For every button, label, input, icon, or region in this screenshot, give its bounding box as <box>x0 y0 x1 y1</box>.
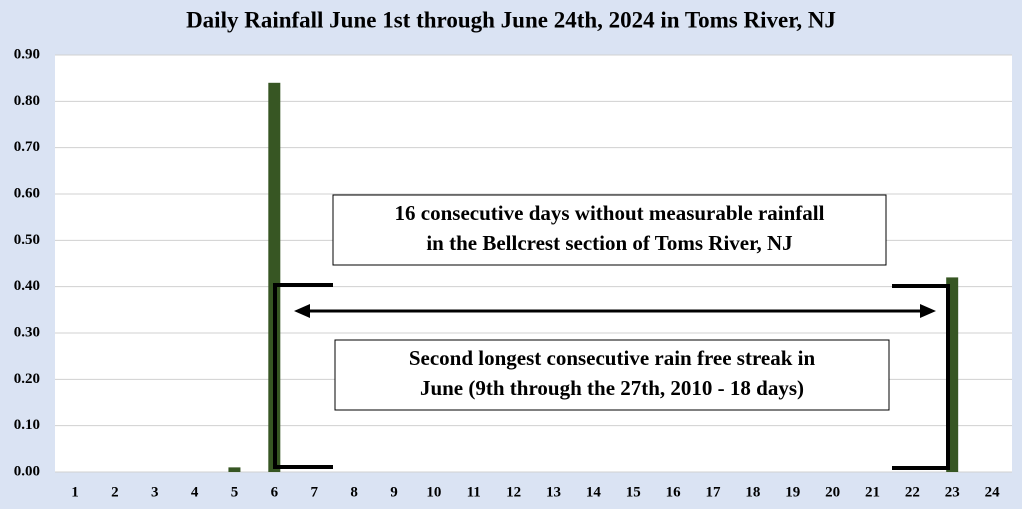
bracket <box>892 284 950 470</box>
x-tick-label: 22 <box>905 484 920 500</box>
x-tick-label: 3 <box>151 484 159 500</box>
x-tick-label: 2 <box>111 484 119 500</box>
x-tick-label: 14 <box>586 484 602 500</box>
y-tick-label: 0.00 <box>14 463 40 479</box>
y-tick-label: 0.60 <box>14 185 40 201</box>
chart-title: Daily Rainfall June 1st through June 24t… <box>186 7 836 32</box>
x-tick-label: 17 <box>705 484 721 500</box>
x-tick-label: 23 <box>945 484 960 500</box>
x-tick-label: 15 <box>626 484 641 500</box>
y-tick-label: 0.80 <box>14 93 40 109</box>
annotation-text: June (9th through the 27th, 2010 - 18 da… <box>420 376 804 400</box>
x-tick-label: 20 <box>825 484 840 500</box>
x-tick-label: 4 <box>191 484 199 500</box>
bar <box>228 467 241 472</box>
x-tick-label: 16 <box>666 484 682 500</box>
x-tick-label: 13 <box>546 484 561 500</box>
bar <box>268 82 281 473</box>
annotation-box <box>334 339 890 411</box>
y-tick-label: 0.40 <box>14 278 40 294</box>
y-tick-label: 0.10 <box>14 417 40 433</box>
x-tick-label: 21 <box>865 484 880 500</box>
y-tick-label: 0.70 <box>14 139 40 155</box>
x-tick-label: 7 <box>310 484 318 500</box>
bracket <box>273 283 333 469</box>
x-tick-label: 9 <box>390 484 398 500</box>
y-tick-label: 0.20 <box>14 371 40 387</box>
annotation-text: Second longest consecutive rain free str… <box>409 346 816 370</box>
x-tick-label: 10 <box>426 484 441 500</box>
arrow-head <box>920 304 936 318</box>
x-tick-label: 24 <box>985 484 1001 500</box>
x-tick-label: 11 <box>467 484 481 500</box>
y-tick-label: 0.30 <box>14 324 40 340</box>
x-tick-label: 12 <box>506 484 521 500</box>
arrow-head <box>294 304 310 318</box>
x-tick-label: 6 <box>271 484 279 500</box>
x-tick-label: 1 <box>71 484 79 500</box>
x-tick-label: 8 <box>350 484 358 500</box>
annotation-text: in the Bellcrest section of Toms River, … <box>426 231 792 255</box>
annotation-box <box>332 194 887 266</box>
y-tick-label: 0.50 <box>14 232 40 248</box>
x-tick-label: 18 <box>745 484 760 500</box>
y-tick-label: 0.90 <box>14 46 40 62</box>
x-tick-label: 5 <box>231 484 239 500</box>
x-tick-label: 19 <box>785 484 800 500</box>
annotation-text: 16 consecutive days without measurable r… <box>395 201 825 225</box>
